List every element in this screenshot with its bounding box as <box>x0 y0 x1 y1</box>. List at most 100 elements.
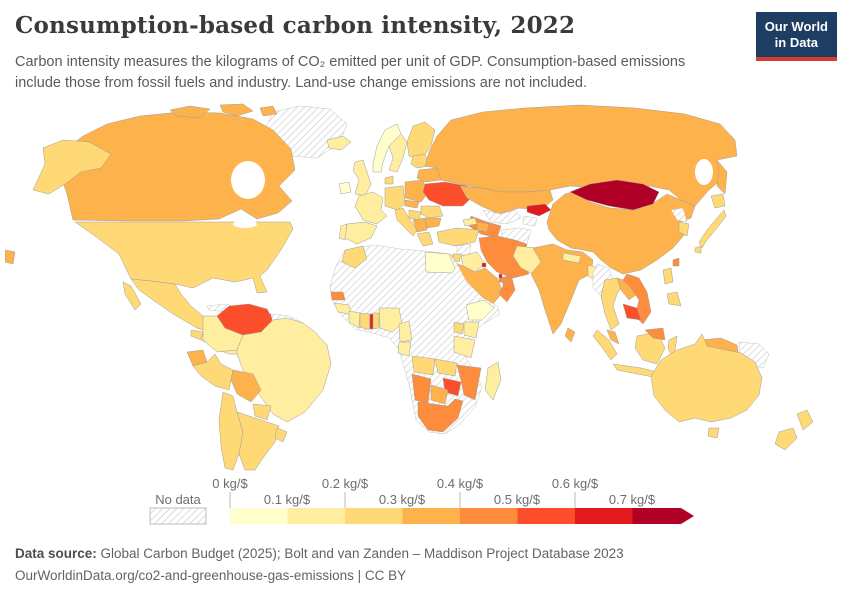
country-botswana[interactable] <box>430 384 449 405</box>
country-new-zealand[interactable] <box>774 427 798 451</box>
country-italy[interactable] <box>394 207 418 237</box>
country-spain[interactable] <box>344 221 378 245</box>
country-senegal[interactable] <box>330 291 346 301</box>
country-mexico-baja[interactable] <box>122 281 142 311</box>
country-madagascar[interactable] <box>484 361 502 401</box>
country-ethiopia[interactable] <box>465 299 495 321</box>
country-gabon-congo[interactable] <box>397 341 412 357</box>
country-ukraine[interactable] <box>422 181 474 207</box>
country-philippines[interactable] <box>666 291 682 307</box>
country-australia-tasmania[interactable] <box>707 427 720 439</box>
country-usa[interactable] <box>74 221 294 294</box>
country-sri-lanka[interactable] <box>564 327 576 343</box>
legend-bin-3[interactable] <box>402 508 461 524</box>
country-egypt[interactable] <box>424 251 456 274</box>
country-togo[interactable] <box>369 313 374 330</box>
country-philippines[interactable] <box>662 267 674 285</box>
country-iraq[interactable] <box>460 251 486 273</box>
country-nepal[interactable] <box>562 252 582 264</box>
country-qatar[interactable] <box>498 273 503 279</box>
country-sweden[interactable] <box>388 133 408 173</box>
country-paraguay[interactable] <box>252 403 272 421</box>
country-finland[interactable] <box>406 121 436 161</box>
country-azerbaijan[interactable] <box>476 221 490 233</box>
country-malaysia-borneo[interactable] <box>644 327 666 341</box>
country-kenya[interactable] <box>463 321 480 339</box>
country-malaysia[interactable] <box>606 329 620 345</box>
country-baltic-states[interactable] <box>410 153 430 169</box>
country-canada-arctic[interactable] <box>169 105 211 119</box>
country-bulgaria[interactable] <box>424 217 442 229</box>
country-india[interactable] <box>530 243 594 335</box>
country-alaska[interactable] <box>32 139 112 195</box>
country-argentina[interactable] <box>236 411 280 471</box>
country-iceland[interactable] <box>326 135 352 151</box>
country-kuwait[interactable] <box>481 262 487 268</box>
country-cameroon[interactable] <box>398 320 413 343</box>
license-line[interactable]: OurWorldinData.org/co2-and-greenhouse-ga… <box>15 568 407 584</box>
country-kyrgyzstan[interactable] <box>526 203 552 217</box>
country-new-zealand[interactable] <box>796 409 814 431</box>
country-benin[interactable] <box>372 312 380 330</box>
country-cambodia[interactable] <box>622 303 642 321</box>
country-romania[interactable] <box>420 205 444 219</box>
country-tajikistan[interactable] <box>522 215 538 227</box>
country-poland[interactable] <box>404 179 428 203</box>
country-japan[interactable] <box>698 209 727 249</box>
country-australia[interactable] <box>650 333 763 423</box>
country-serbia[interactable] <box>412 217 428 233</box>
country-angola[interactable] <box>411 355 436 376</box>
country-indonesia-sumatra[interactable] <box>592 329 618 361</box>
legend-no-data-swatch[interactable] <box>149 507 207 525</box>
country-vietnam[interactable] <box>622 273 652 325</box>
country-uruguay[interactable] <box>274 427 288 443</box>
country-turkey[interactable] <box>436 227 480 247</box>
country-czechia[interactable] <box>404 199 420 209</box>
country-russia-far-east[interactable] <box>4 249 16 265</box>
legend-bin-7-arrow[interactable] <box>632 508 695 524</box>
country-namibia[interactable] <box>411 373 432 405</box>
country-south-korea[interactable] <box>678 221 690 237</box>
country-mozambique[interactable] <box>456 364 482 401</box>
legend-tick-label: 0.4 kg/$ <box>437 476 484 491</box>
country-indonesia-java[interactable] <box>612 363 658 378</box>
country-uganda[interactable] <box>453 321 465 335</box>
country-belarus[interactable] <box>416 167 442 183</box>
country-chile[interactable] <box>218 391 244 471</box>
country-zambia[interactable] <box>434 358 458 377</box>
country-germany[interactable] <box>384 185 406 211</box>
legend-bin-4[interactable] <box>460 508 518 524</box>
country-bolivia[interactable] <box>230 369 262 403</box>
country-russia-kamchatka[interactable] <box>716 159 728 195</box>
country-mongolia[interactable] <box>569 179 660 211</box>
country-japan[interactable] <box>694 245 702 254</box>
country-france[interactable] <box>354 191 388 225</box>
legend-bin-1[interactable] <box>287 508 346 524</box>
country-nigeria[interactable] <box>378 307 403 333</box>
legend-bin-2[interactable] <box>345 508 403 524</box>
country-uzbekistan[interactable] <box>482 209 522 225</box>
country-japan[interactable] <box>710 193 726 209</box>
country-north-korea[interactable] <box>670 207 688 223</box>
country-united-kingdom[interactable] <box>352 159 372 197</box>
country-south-africa[interactable] <box>417 398 464 433</box>
country-ghana[interactable] <box>359 312 371 331</box>
country-tanzania[interactable] <box>453 335 476 359</box>
country-brazil[interactable] <box>236 317 332 423</box>
country-taiwan[interactable] <box>672 257 680 267</box>
country-hungary[interactable] <box>408 209 422 221</box>
legend-bin-0[interactable] <box>230 508 288 524</box>
legend-bin-6[interactable] <box>575 508 633 524</box>
legend-svg: No data 0 kg/$ 0.1 kg/$ 0.2 kg/$ 0.3 kg/… <box>149 476 695 525</box>
country-ivory-coast[interactable] <box>348 310 361 329</box>
owid-logo[interactable]: Our World in Data <box>755 12 837 61</box>
country-portugal[interactable] <box>338 223 348 241</box>
country-denmark[interactable] <box>384 175 394 185</box>
legend-bin-5[interactable] <box>517 508 576 524</box>
country-greece[interactable] <box>416 231 434 247</box>
country-morocco[interactable] <box>341 245 368 269</box>
country-canada-arctic[interactable] <box>259 105 278 117</box>
country-ireland[interactable] <box>338 181 352 195</box>
country-iran[interactable] <box>478 235 530 279</box>
country-canada-arctic[interactable] <box>219 103 254 117</box>
